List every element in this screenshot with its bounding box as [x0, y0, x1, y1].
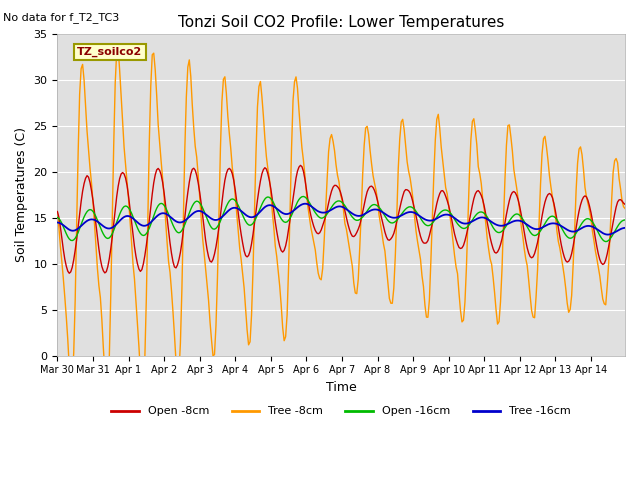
Text: No data for f_T2_TC3: No data for f_T2_TC3	[3, 12, 120, 23]
Y-axis label: Soil Temperatures (C): Soil Temperatures (C)	[15, 127, 28, 262]
Title: Tonzi Soil CO2 Profile: Lower Temperatures: Tonzi Soil CO2 Profile: Lower Temperatur…	[178, 15, 504, 30]
Text: TZ_soilco2: TZ_soilco2	[77, 47, 143, 57]
Legend: Open -8cm, Tree -8cm, Open -16cm, Tree -16cm: Open -8cm, Tree -8cm, Open -16cm, Tree -…	[107, 402, 575, 421]
X-axis label: Time: Time	[326, 381, 356, 394]
